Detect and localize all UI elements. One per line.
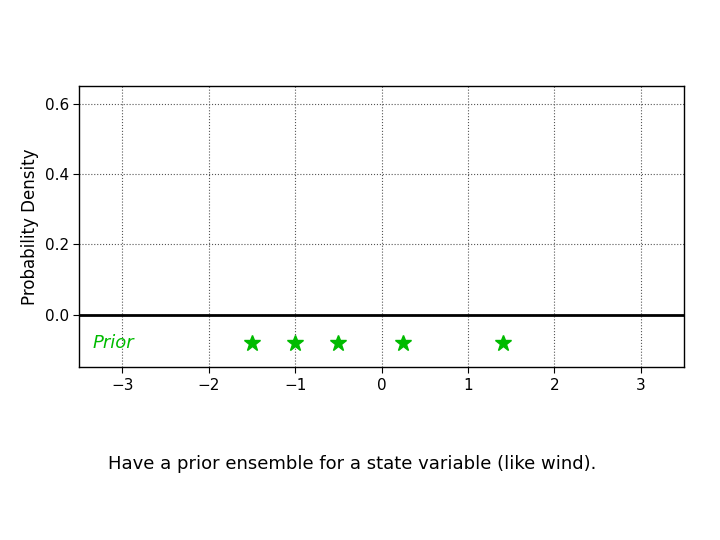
Text: Marginal Correction Rank Histogram (MCRHF): Marginal Correction Rank Histogram (MCRH… bbox=[0, 17, 720, 45]
Text: Prior: Prior bbox=[92, 334, 134, 352]
Text: Have a prior ensemble for a state variable (like wind).: Have a prior ensemble for a state variab… bbox=[108, 455, 596, 474]
Y-axis label: Probability Density: Probability Density bbox=[21, 148, 39, 305]
